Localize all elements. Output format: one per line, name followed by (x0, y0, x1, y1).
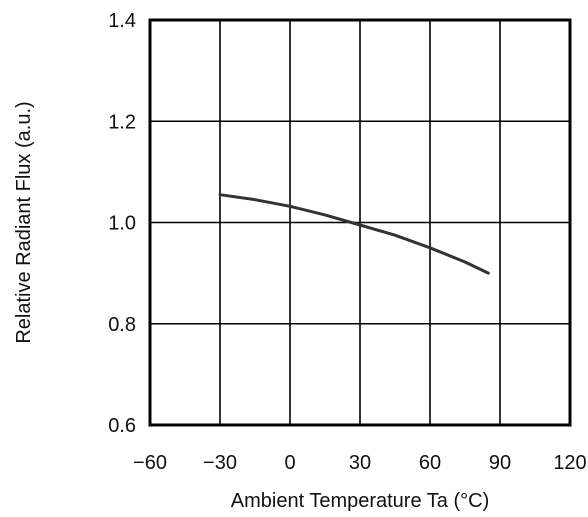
series-layer (218, 193, 490, 275)
series-line (218, 193, 490, 275)
x-tick-label: 30 (349, 452, 371, 474)
x-axis-label: Ambient Temperature Ta (°C) (231, 490, 489, 512)
x-tick-label: −30 (203, 452, 237, 474)
y-tick-label: 1.4 (108, 10, 136, 32)
x-tick-label: 0 (284, 452, 295, 474)
x-tick-label: 90 (489, 452, 511, 474)
y-tick-label: 0.8 (108, 314, 136, 336)
y-tick-label: 0.6 (108, 415, 136, 437)
x-tick-label: −60 (133, 452, 167, 474)
y-axis-label: Relative Radiant Flux (a.u.) (13, 101, 35, 343)
x-tick-label: 120 (553, 452, 586, 474)
y-tick-label: 1.0 (108, 213, 136, 235)
x-tick-labels: −60 −30 0 30 60 90 120 (133, 452, 587, 474)
grid (150, 20, 570, 425)
y-tick-label: 1.2 (108, 111, 136, 133)
x-tick-label: 60 (419, 452, 441, 474)
plot-frame (148, 18, 572, 427)
y-tick-labels: 0.6 0.8 1.0 1.2 1.4 (108, 10, 136, 437)
